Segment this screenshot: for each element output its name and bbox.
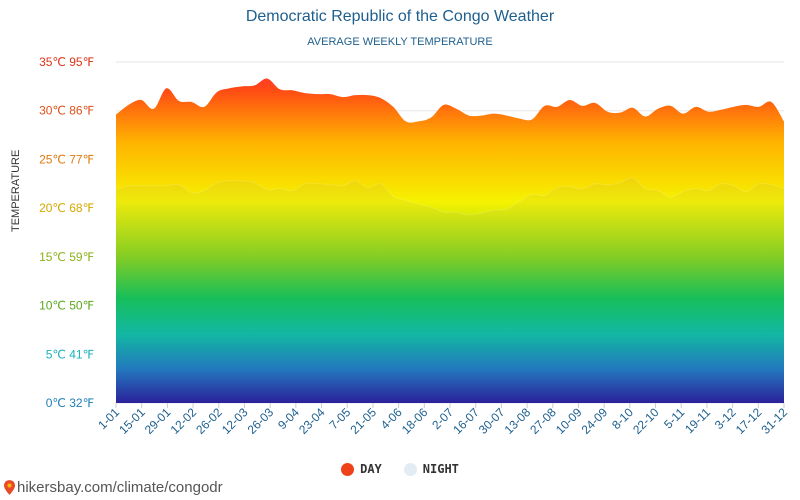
- x-tick-label: 22-10: [630, 405, 662, 437]
- chart-marks: [115, 78, 785, 404]
- x-tick-label: 24-09: [579, 405, 611, 437]
- temperature-chart: 0℃ 32℉ 5℃ 41℉ 10℃ 50℉ 15℃ 59℉ 20℃ 68℉ 25℃ 77℉…: [39, 55, 790, 437]
- y-tick-label: 15℃ 59℉: [39, 250, 94, 264]
- y-tick-label: 5℃ 41℉: [46, 347, 94, 361]
- x-axis-ticks: 1-0115-0129-0112-0226-0212-0326-039-0423…: [95, 403, 790, 437]
- x-tick-label: 23-04: [296, 405, 328, 437]
- y-tick-label: 10℃ 50℉: [39, 299, 94, 313]
- x-tick-label: 12-02: [168, 405, 200, 437]
- x-tick-label: 17-12: [733, 405, 765, 437]
- x-tick-label: 29-01: [142, 405, 174, 437]
- x-tick-label: 15-01: [116, 405, 148, 437]
- legend-item-day[interactable]: DAY: [341, 462, 382, 476]
- x-tick-label: 21-05: [347, 405, 379, 437]
- y-axis-ticks: 0℃ 32℉ 5℃ 41℉ 10℃ 50℉ 15℃ 59℉ 20℃ 68℉ 25℃ 77℉…: [39, 55, 94, 410]
- y-tick-label: 0℃ 32℉: [46, 396, 94, 410]
- legend-day-label: DAY: [360, 462, 382, 476]
- night-area: [116, 177, 784, 403]
- map-pin-icon: [4, 480, 15, 495]
- x-tick-label: 31-12: [759, 405, 791, 437]
- x-tick-label: 19-11: [682, 405, 713, 436]
- x-tick-label: 26-03: [245, 405, 277, 437]
- y-tick-label: 25℃ 77℉: [39, 152, 94, 166]
- chart-title: Democratic Republic of the Congo Weather: [245, 8, 555, 25]
- legend-night-label: NIGHT: [422, 462, 459, 476]
- x-tick-label: 26-02: [193, 405, 225, 437]
- source-text: hikersbay.com/climate/congodr: [17, 479, 223, 496]
- chart-subtitle: AVERAGE WEEKLY TEMPERATURE: [307, 36, 493, 48]
- night-line: [115, 177, 785, 216]
- x-tick-label: 13-08: [502, 405, 534, 437]
- x-tick-label: 16-07: [450, 405, 482, 437]
- y-tick-label: 20℃ 68℉: [39, 201, 94, 215]
- legend-night-swatch: [403, 462, 417, 476]
- legend: DAY NIGHT: [0, 462, 800, 476]
- legend-item-night[interactable]: NIGHT: [403, 462, 459, 476]
- x-tick-label: 27-08: [527, 405, 559, 437]
- y-tick-label: 35℃ 95℉: [39, 55, 94, 69]
- x-tick-label: 30-07: [476, 405, 508, 437]
- x-tick-label: 10-09: [553, 405, 585, 437]
- y-tick-label: 30℃ 86℉: [39, 104, 94, 118]
- x-tick-label: 18-06: [399, 405, 431, 437]
- x-tick-label: 12-03: [219, 405, 251, 437]
- legend-day-swatch: [341, 462, 355, 476]
- source-link[interactable]: hikersbay.com/climate/congodr: [4, 479, 223, 496]
